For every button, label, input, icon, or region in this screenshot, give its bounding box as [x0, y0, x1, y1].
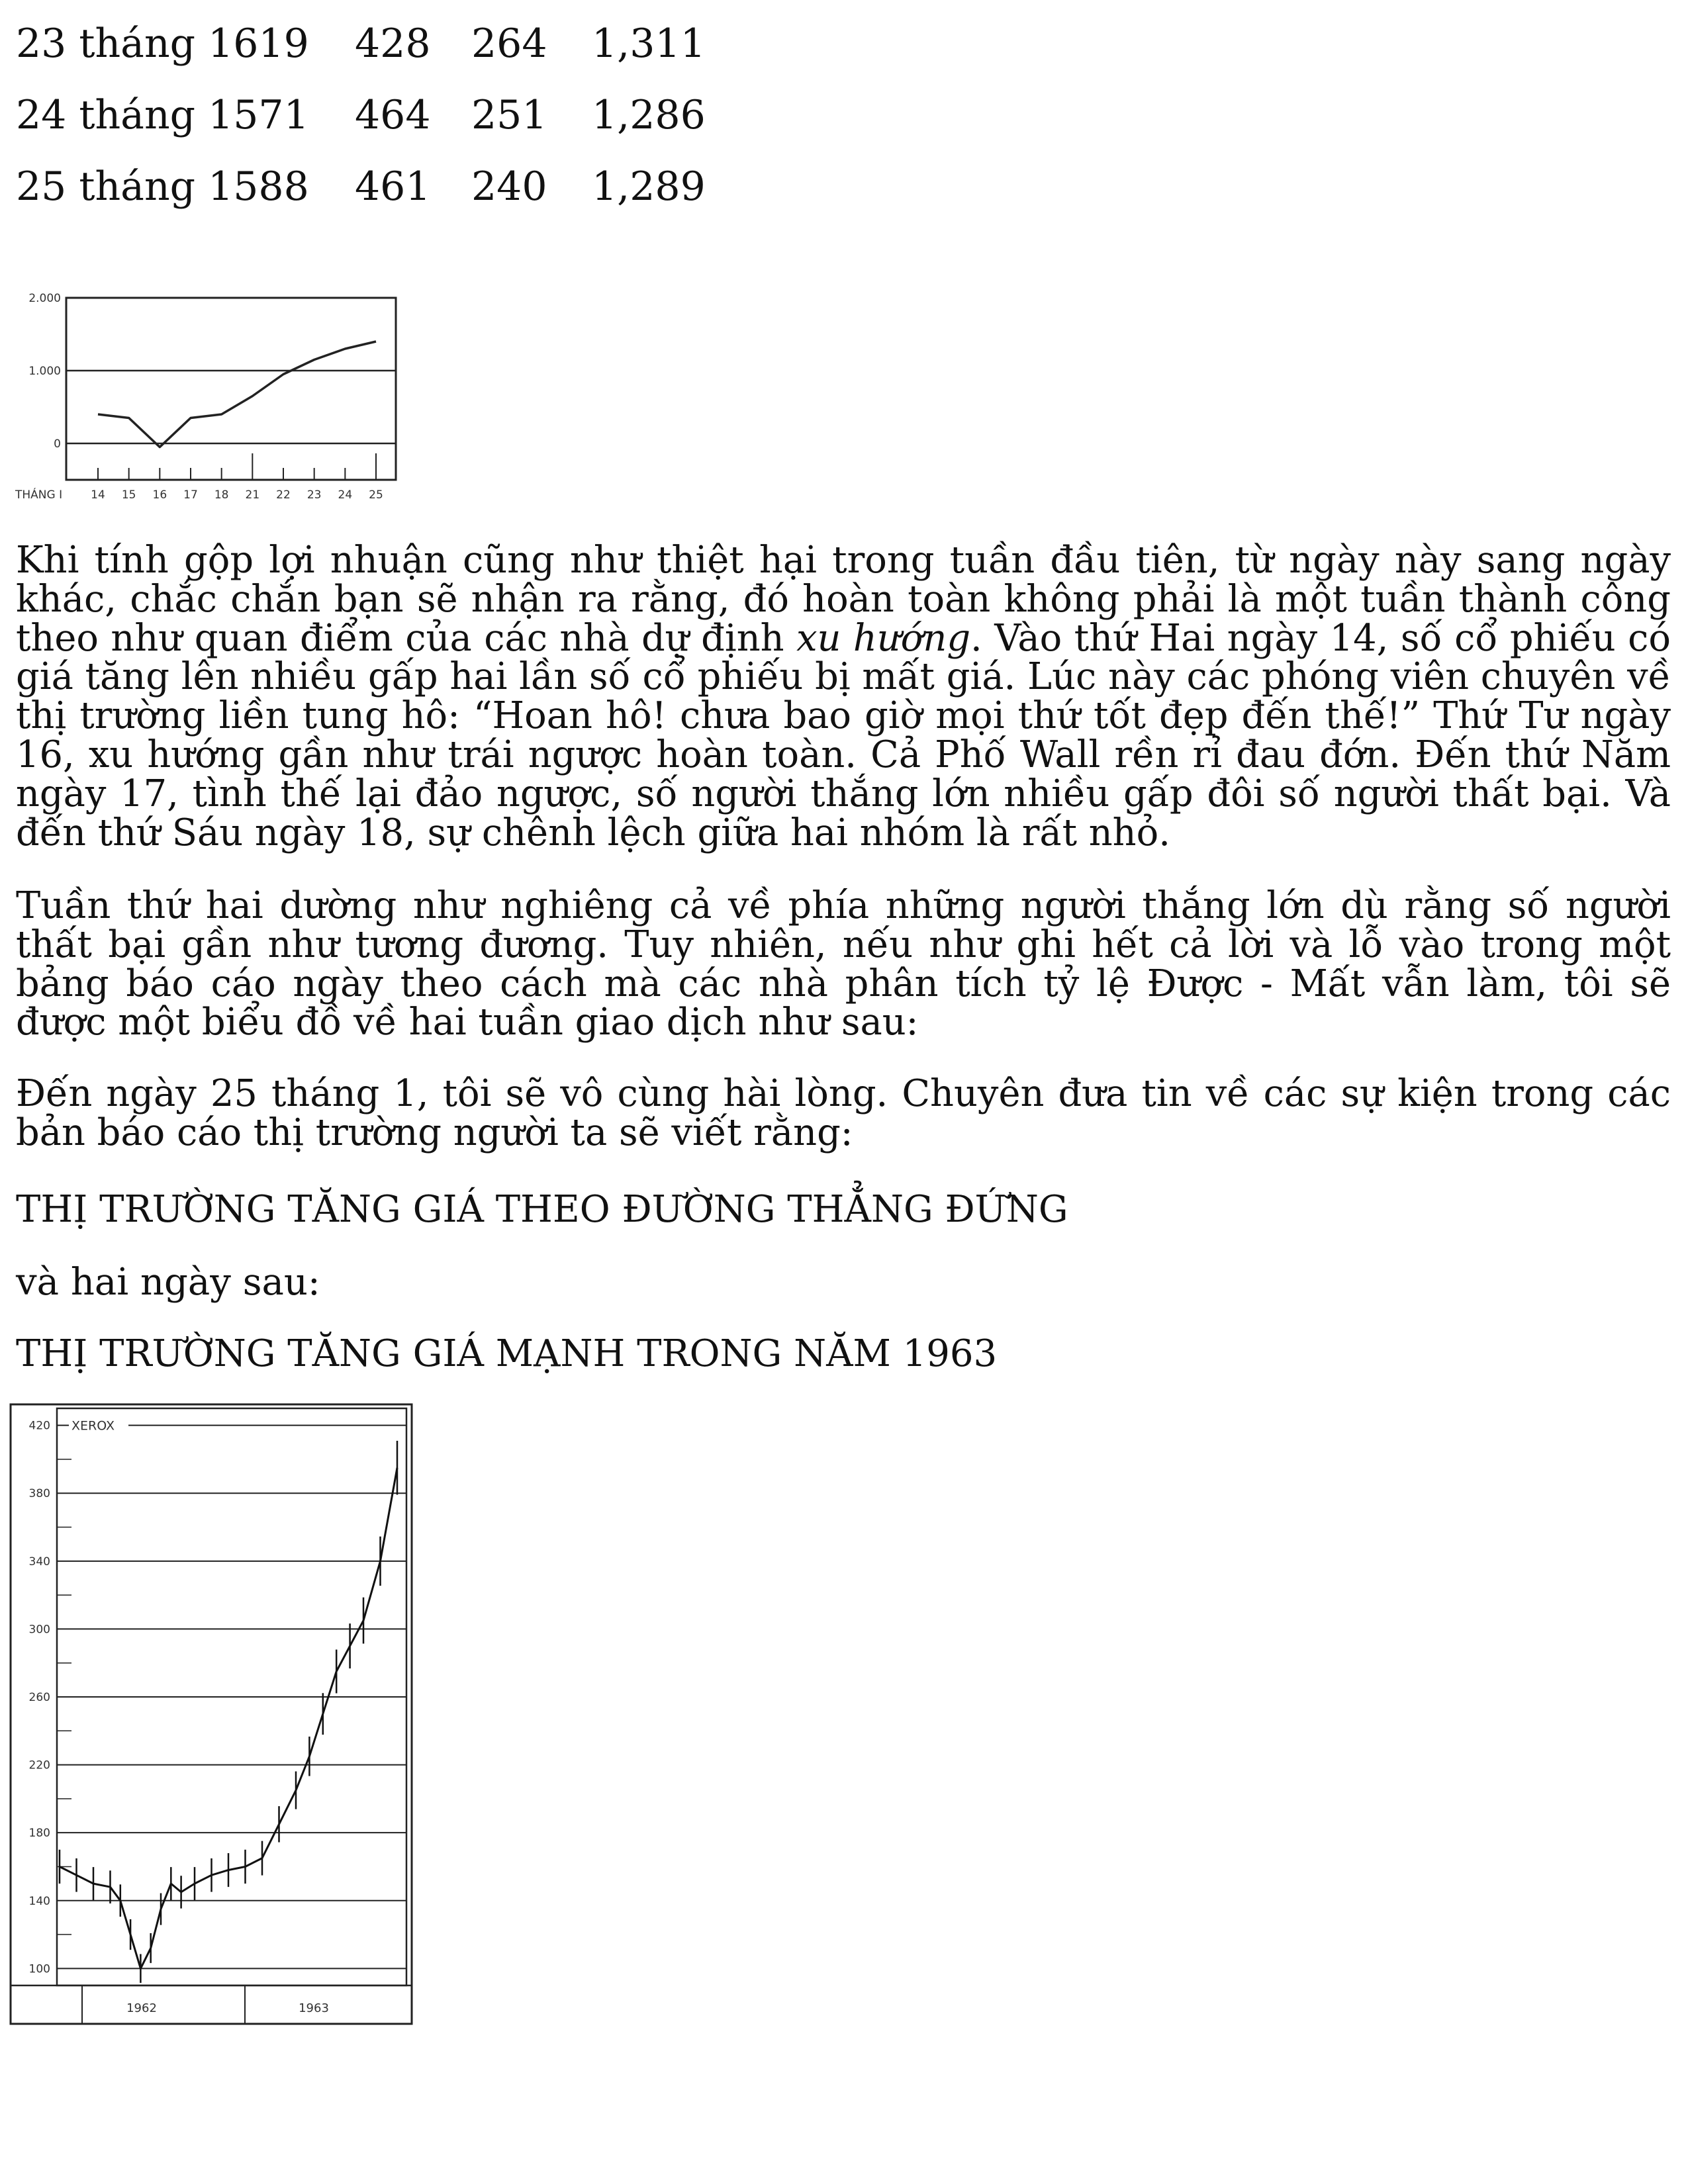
outer-frame [9, 1403, 413, 2025]
y-tick-label: 380 [29, 1487, 50, 1500]
xerox-price-chart: 100 140 180 220 260 300 340 380 420 XEROX 1962 1963 [9, 1403, 413, 2025]
table-row: 23 tháng 1619 428 264 1,311 [16, 8, 744, 79]
table-cell: 251 [471, 92, 547, 138]
x-tick-label: 23 [307, 488, 322, 502]
table-cell: 461 [355, 163, 431, 210]
y-tick-label: 260 [29, 1691, 50, 1704]
y-tick-label: 140 [29, 1895, 50, 1908]
paragraph-1-text-a: Khi tính gộp lợi nhuận cũng như thiệt hạ… [16, 539, 1671, 660]
table-cell-date: 23 tháng 1619 [16, 21, 309, 67]
y-tick-label: 0 [54, 437, 61, 451]
legend-background [69, 1416, 128, 1435]
table-row: 25 tháng 1588 461 240 1,289 [16, 151, 744, 222]
x-tick-label: 15 [122, 488, 136, 502]
x-tick-label: 16 [153, 488, 167, 502]
paragraph-4: và hai ngày sau: [16, 1261, 320, 1304]
paragraph-1: Khi tính gộp lợi nhuận cũng như thiệt hạ… [16, 541, 1671, 852]
y-tick-label: 340 [29, 1555, 50, 1569]
paragraph-3: Đến ngày 25 tháng 1, tôi sẽ vô cùng hài … [16, 1072, 1671, 1154]
x-tick-label: 17 [183, 488, 198, 502]
table-cell-date: 24 tháng 1571 [16, 92, 309, 138]
table-cell: 1,286 [592, 92, 706, 138]
series-line [97, 340, 377, 449]
x-tick-label: 1963 [299, 2001, 329, 2015]
y-tick-label: 180 [29, 1827, 50, 1840]
table-cell: 1,289 [592, 163, 706, 210]
y-tick-label: 420 [29, 1420, 50, 1433]
table-row: 24 tháng 1571 464 251 1,286 [16, 79, 744, 151]
legend-label: XEROX [71, 1419, 115, 1433]
table-cell: 264 [471, 21, 547, 67]
y-tick-label: 220 [29, 1759, 50, 1772]
headline-1: THỊ TRƯỜNG TĂNG GIÁ THEO ĐƯỜNG THẲNG ĐỨN… [16, 1188, 1068, 1231]
paragraph-1-emphasis: xu hướng [796, 616, 971, 660]
y-tick-label: 300 [29, 1623, 50, 1636]
y-tick-label: 100 [29, 1962, 50, 1976]
y-tick-label: 2.000 [28, 292, 61, 305]
table-cell: 464 [355, 92, 431, 138]
table-cell: 428 [355, 21, 431, 67]
paragraph-2: Tuần thứ hai dường như nghiêng cả về phí… [16, 884, 1671, 1044]
cumulative-advance-decline-chart: 2.000 1.000 0 14 15 16 17 18 21 22 23 24 25 THÁNG I [15, 292, 397, 502]
advance-decline-table: 23 tháng 1619 428 264 1,311 24 tháng 157… [16, 8, 744, 222]
x-tick-label: 21 [246, 488, 260, 502]
x-tick-label: 18 [214, 488, 229, 502]
x-tick-label: 22 [276, 488, 291, 502]
paragraph-1-text-b: . Vào thứ Hai ngày 14, số cổ phiếu có gi… [16, 616, 1671, 854]
table-cell: 240 [471, 163, 547, 210]
x-tick-label: 14 [91, 488, 105, 502]
x-tick-label: 24 [338, 488, 353, 502]
headline-2: THỊ TRƯỜNG TĂNG GIÁ MẠNH TRONG NĂM 1963 [16, 1332, 998, 1375]
y-tick-label: 1.000 [28, 365, 61, 378]
table-cell: 1,311 [592, 21, 706, 67]
x-tick-label: 1962 [126, 2001, 157, 2015]
plot-frame [65, 296, 397, 481]
table-cell-date: 25 tháng 1588 [16, 163, 309, 210]
x-axis-label: THÁNG I [15, 487, 62, 502]
x-tick-label: 25 [369, 488, 383, 502]
